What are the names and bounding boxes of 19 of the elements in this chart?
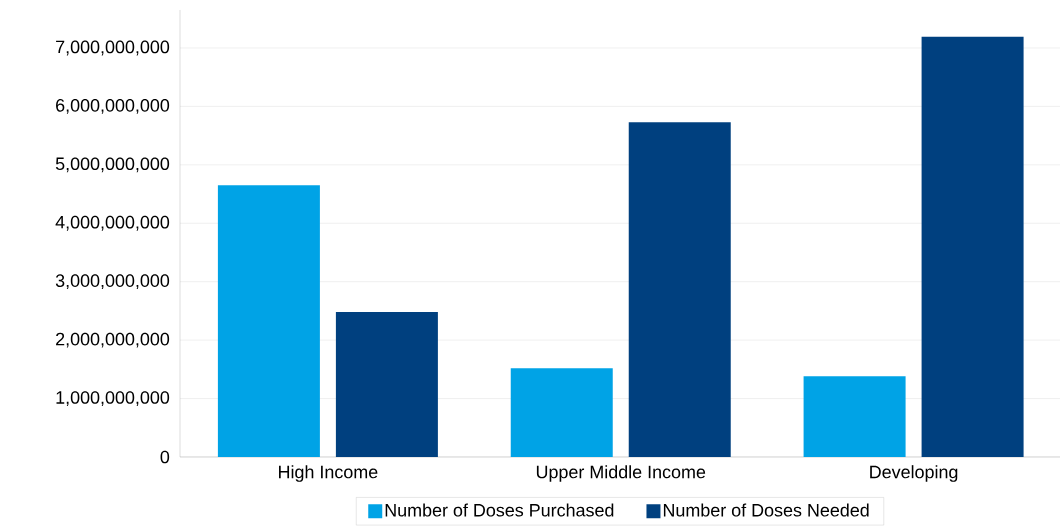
x-tick-label: Upper Middle Income [536,465,706,482]
bar [510,368,613,457]
y-tick-label: 1,000,000,000 [56,391,170,406]
y-tick-label: 5,000,000,000 [55,157,170,173]
y-tick-label: 6,000,000,000 [56,98,170,114]
y-tick-label: 3,000,000,000 [55,274,170,290]
bar [335,312,438,457]
x-tick-label: Developing [870,465,958,482]
y-tick-label: 2,000,000,000 [56,332,170,348]
y-tick-label: 0 [160,450,170,464]
legend-label: Number of Doses Needed [663,503,869,517]
bar [921,36,1024,457]
y-tick-label: 4,000,000,000 [55,215,170,231]
bar [803,376,906,457]
bar [217,185,320,457]
legend-label: Number of Doses Purchased [385,503,614,517]
x-tick-label: High Income [279,465,378,482]
y-tick-label: 7,000,000,000 [56,40,170,56]
bar [628,122,731,457]
